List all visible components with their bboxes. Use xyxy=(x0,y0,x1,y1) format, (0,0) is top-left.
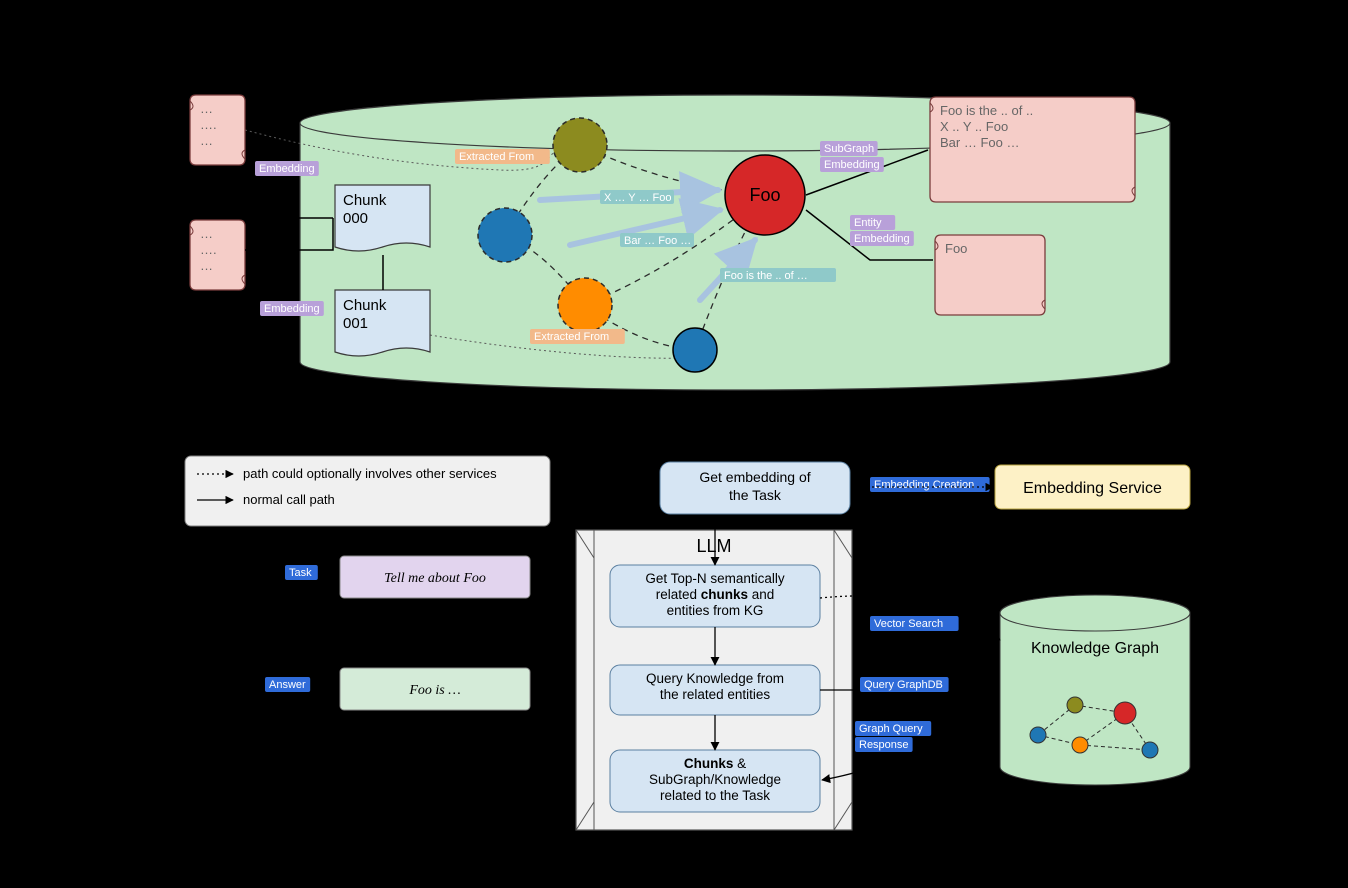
tag-text: Extracted From xyxy=(459,151,534,163)
tag-text: Answer xyxy=(269,679,306,691)
tag-text: Graph Query xyxy=(859,723,923,735)
step-text: related chunks and xyxy=(656,587,775,602)
graph-node-foo: Foo xyxy=(725,155,805,235)
llm-step-1: Query Knowledge fromthe related entities xyxy=(610,665,820,715)
scroll-0: …….… xyxy=(190,95,245,165)
tag-text: Embedding Creation xyxy=(874,479,974,491)
scroll-1: …….… xyxy=(190,220,245,290)
step-text: Query Knowledge from xyxy=(646,671,784,686)
chunk-doc-1: Chunk001 xyxy=(335,290,430,356)
step-text: SubGraph/Knowledge xyxy=(649,772,781,787)
chunk-label: 001 xyxy=(343,315,368,332)
graph-node-blue2 xyxy=(673,328,717,372)
legend-text: normal call path xyxy=(243,492,335,507)
scroll-text: Bar … Foo … xyxy=(940,135,1019,150)
scroll-text: …. xyxy=(200,117,217,132)
step-text: related to the Task xyxy=(660,788,770,803)
llm-label: LLM xyxy=(696,536,731,556)
tag-text: Entity xyxy=(854,217,882,229)
task-text: Tell me about Foo xyxy=(384,571,486,586)
embed-task-text: Get embedding of xyxy=(699,469,810,485)
scroll-3: Foo xyxy=(935,235,1045,315)
legend-text: path could optionally involves other ser… xyxy=(243,466,497,481)
step-text: the related entities xyxy=(660,687,771,702)
tag-text: Extracted From xyxy=(534,331,609,343)
scroll-text: … xyxy=(200,226,213,241)
scroll-text: …. xyxy=(200,242,217,257)
step-text: entities from KG xyxy=(667,603,764,618)
scroll-text: Foo xyxy=(945,241,967,256)
llm-step-0: Get Top-N semanticallyrelated chunks and… xyxy=(610,565,820,627)
chunk-label: Chunk xyxy=(343,297,387,314)
arrow-label: Foo is the .. of … xyxy=(724,270,808,282)
legend-box: path could optionally involves other ser… xyxy=(185,456,550,526)
scroll-text: Foo is the .. of .. xyxy=(940,103,1033,118)
node-label: Foo xyxy=(749,185,780,205)
tag-text: SubGraph xyxy=(824,143,874,155)
llm-step-2: Chunks &SubGraph/Knowledgerelated to the… xyxy=(610,750,820,812)
tag-text: Embedding xyxy=(259,163,315,175)
scroll-2: Foo is the .. of ..X .. Y .. FooBar … Fo… xyxy=(930,97,1135,202)
arrow-label: X … Y … Foo xyxy=(604,192,671,204)
embed-task-text: the Task xyxy=(729,487,782,503)
chunk-label: Chunk xyxy=(343,192,387,209)
tag-text: Embedding xyxy=(854,233,910,245)
tag-text: Task xyxy=(289,567,312,579)
arrow-label: Bar … Foo … xyxy=(624,235,691,247)
kg-cylinder: Knowledge Graph xyxy=(1000,595,1190,785)
kg-label: Knowledge Graph xyxy=(1031,640,1159,657)
tag-text: Response xyxy=(859,739,909,751)
step-text: Chunks & xyxy=(684,756,746,771)
diagram-root: X … Y … Foo Bar … Foo … Foo is the .. of …… xyxy=(0,0,1348,888)
scroll-text: X .. Y .. Foo xyxy=(940,119,1008,134)
tag-text: Embedding xyxy=(264,303,320,315)
step-text: Get Top-N semantically xyxy=(645,571,785,586)
chunk-label: 000 xyxy=(343,210,368,227)
graph-node-olive xyxy=(553,118,607,172)
graph-node-orange xyxy=(558,278,612,332)
answer-text: Foo is … xyxy=(408,683,460,698)
tag-text: Vector Search xyxy=(874,618,943,630)
scroll-text: … xyxy=(200,258,213,273)
graph-node-blue1 xyxy=(478,208,532,262)
scroll-text: … xyxy=(200,133,213,148)
tag-text: Query GraphDB xyxy=(864,679,943,691)
tag-text: Embedding xyxy=(824,159,880,171)
embedding-service-text: Embedding Service xyxy=(1023,480,1162,497)
scroll-text: … xyxy=(200,101,213,116)
chunk-doc-0: Chunk000 xyxy=(335,185,430,251)
